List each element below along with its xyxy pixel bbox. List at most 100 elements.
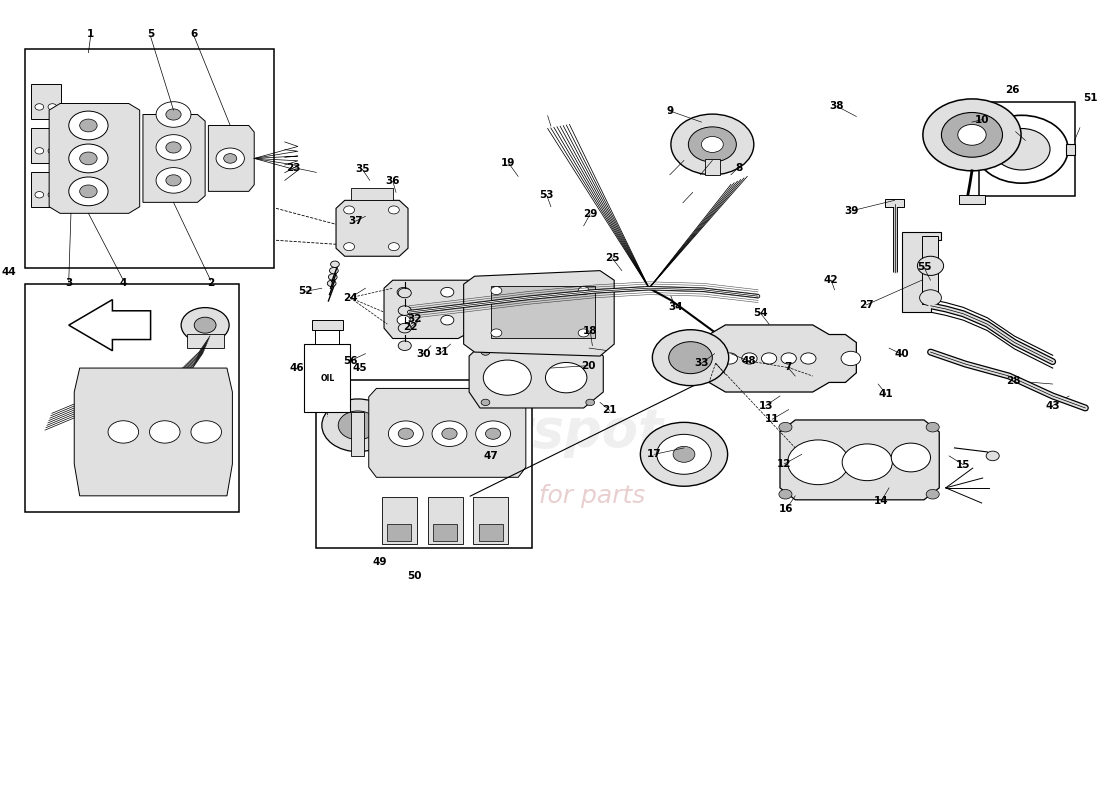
Polygon shape [208,126,254,191]
Text: a passion for parts: a passion for parts [412,484,646,508]
Circle shape [398,306,411,315]
Bar [473,498,508,544]
Circle shape [491,329,502,337]
Circle shape [48,191,57,198]
Text: 28: 28 [1006,376,1021,386]
Text: 19: 19 [502,158,516,168]
Circle shape [441,287,454,297]
Text: 27: 27 [859,300,873,310]
Circle shape [481,349,490,355]
Text: 40: 40 [894,350,910,359]
Circle shape [388,206,399,214]
Polygon shape [74,368,232,496]
Text: 42: 42 [824,275,838,286]
Text: 14: 14 [874,496,889,506]
Circle shape [586,349,594,355]
Circle shape [156,168,191,193]
Circle shape [942,113,1002,158]
Circle shape [182,308,229,342]
Bar [305,344,350,412]
Text: 8: 8 [735,162,743,173]
Circle shape [156,102,191,127]
Bar [705,159,720,174]
Text: 10: 10 [975,114,989,125]
Circle shape [779,490,792,499]
Circle shape [920,290,942,306]
Circle shape [481,399,490,406]
Circle shape [475,421,510,446]
Text: 52: 52 [298,286,312,296]
Bar [979,102,1075,196]
Circle shape [673,446,695,462]
Circle shape [331,261,339,267]
Circle shape [79,185,97,198]
Text: 1: 1 [87,30,95,39]
Bar [922,236,938,304]
Circle shape [330,267,338,274]
Text: 56: 56 [343,356,358,366]
Circle shape [958,125,986,146]
Polygon shape [469,346,603,408]
Circle shape [166,109,182,120]
Circle shape [723,353,737,364]
Circle shape [652,330,728,386]
Circle shape [329,274,337,280]
Circle shape [328,280,336,286]
Circle shape [657,434,712,474]
Text: 30: 30 [416,349,430,358]
Text: 46: 46 [289,363,304,373]
Circle shape [491,286,502,294]
Polygon shape [384,280,476,338]
Text: 12: 12 [777,459,792,469]
Text: 32: 32 [407,314,421,324]
Circle shape [485,428,501,439]
Circle shape [579,286,590,294]
Text: 51: 51 [1084,93,1098,103]
Circle shape [779,422,792,432]
Bar [387,524,411,542]
Bar [25,284,239,512]
Circle shape [79,119,97,132]
Circle shape [35,191,44,198]
Circle shape [166,174,182,186]
Text: 45: 45 [353,363,367,373]
Circle shape [741,353,757,364]
Bar [433,524,458,542]
Text: 20: 20 [581,361,595,370]
Text: 48: 48 [741,356,756,366]
Circle shape [48,104,57,110]
Circle shape [398,323,411,333]
Text: 13: 13 [759,401,773,410]
Bar [351,188,393,200]
Circle shape [761,353,777,364]
Circle shape [398,341,411,350]
Bar [312,320,342,330]
Polygon shape [902,232,942,312]
Text: 54: 54 [754,308,768,318]
Text: 25: 25 [605,253,619,263]
Text: 21: 21 [603,406,617,415]
Text: 39: 39 [845,206,859,216]
Circle shape [79,152,97,165]
Text: 53: 53 [539,190,553,200]
Text: 33: 33 [694,358,708,368]
Text: 29: 29 [583,209,597,219]
Text: 15: 15 [956,460,970,470]
Bar [959,194,986,204]
Circle shape [343,206,354,214]
Text: 22: 22 [403,322,418,332]
Circle shape [640,422,727,486]
Text: 5: 5 [147,30,154,39]
Circle shape [891,443,931,472]
Text: 4: 4 [120,278,127,288]
Bar [1066,144,1075,155]
Circle shape [442,428,458,439]
Text: elferspot: elferspot [395,406,663,458]
Circle shape [69,177,108,206]
Circle shape [322,399,394,452]
Circle shape [546,362,587,393]
Circle shape [388,242,399,250]
Circle shape [223,154,236,163]
Circle shape [586,399,594,406]
Text: 26: 26 [1005,85,1020,95]
